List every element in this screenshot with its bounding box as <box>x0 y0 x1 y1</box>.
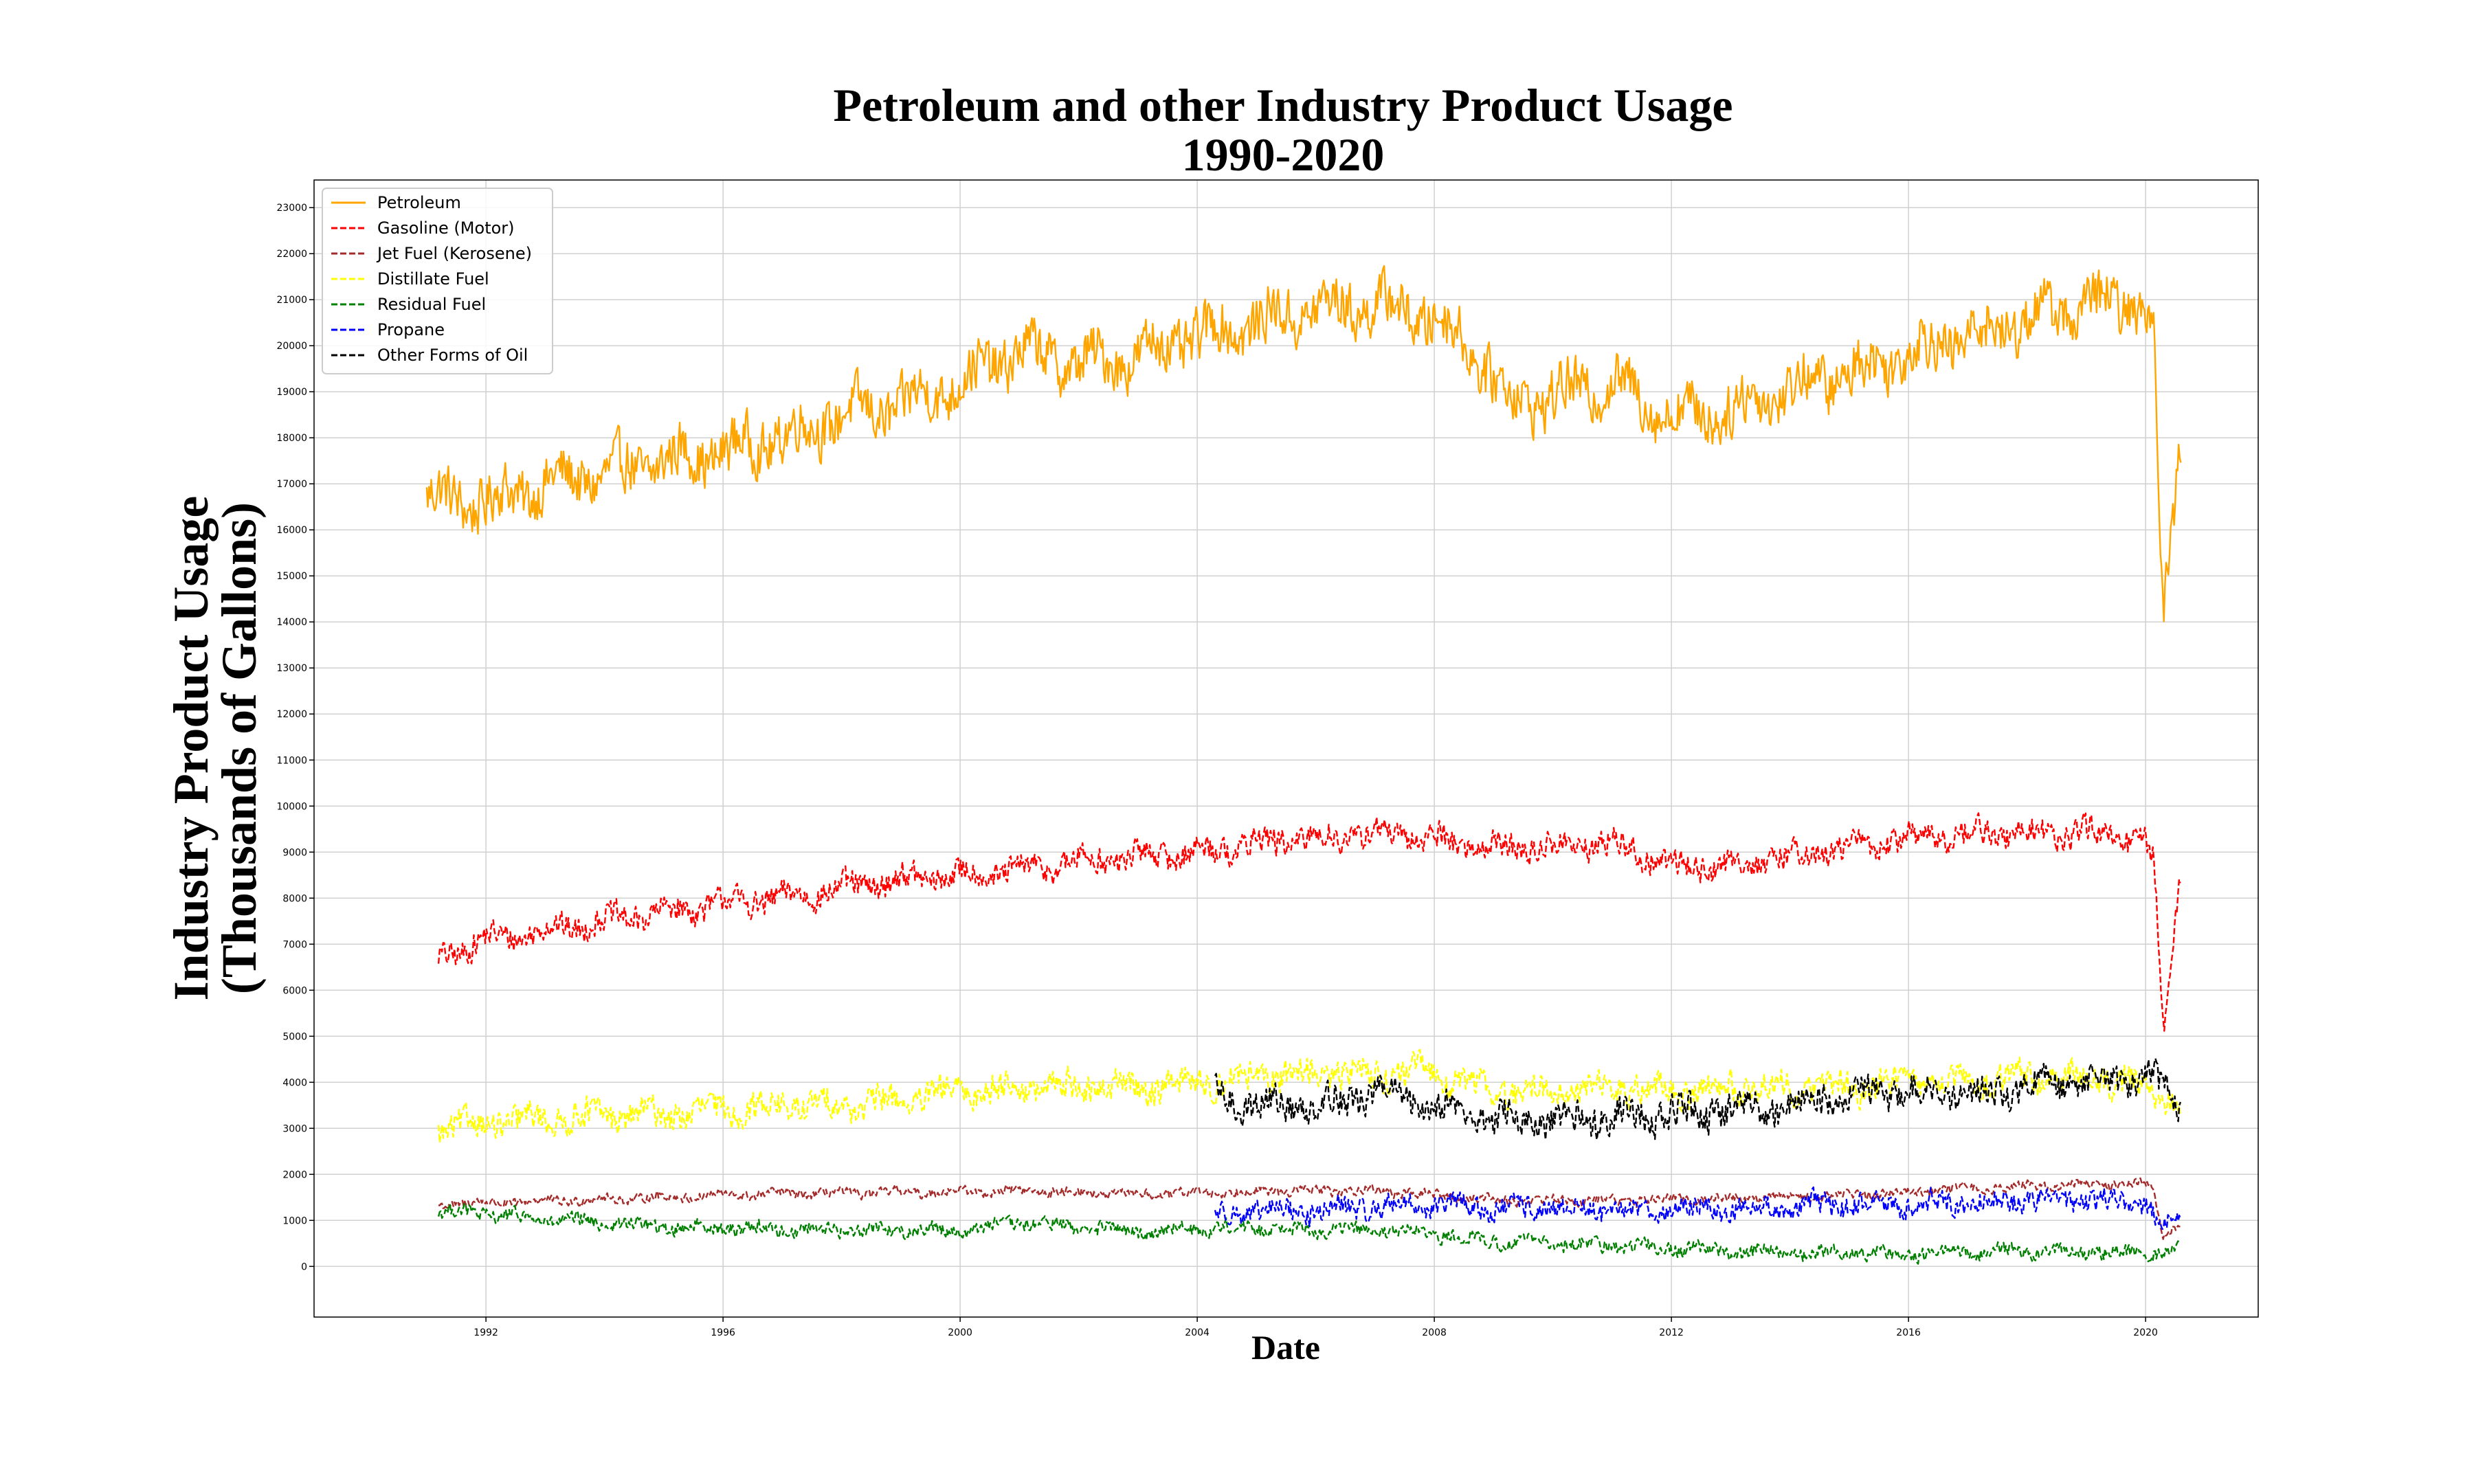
y-tick-label: 4000 <box>282 1077 307 1088</box>
y-tick-label: 18000 <box>276 433 307 444</box>
y-tick-label: 23000 <box>276 203 307 214</box>
x-tick-label: 2016 <box>1896 1327 1921 1338</box>
y-tick-label: 21000 <box>276 295 307 306</box>
plot-area-frame <box>313 179 2259 1318</box>
y-tick-label: 20000 <box>276 341 307 352</box>
x-tick-label: 2004 <box>1185 1327 1210 1338</box>
legend-label: Propane <box>377 320 445 339</box>
y-tick-label: 0 <box>301 1261 307 1272</box>
y-axis-ticks: 0 1000 2000 3000 4000 5000 6000 7000 8000 9000 100… <box>276 203 314 1272</box>
y-axis-label-line2: (Thousands of Gallons) <box>212 502 267 994</box>
y-tick-label: 14000 <box>276 617 307 628</box>
legend-label: Other Forms of Oil <box>377 346 528 365</box>
legend-label: Residual Fuel <box>377 295 486 314</box>
y-tick-label: 1000 <box>282 1215 307 1226</box>
grid-lines <box>314 180 2258 1317</box>
y-tick-label: 11000 <box>276 755 307 766</box>
y-tick-label: 10000 <box>276 801 307 812</box>
y-tick-label: 16000 <box>276 525 307 536</box>
y-tick-label: 2000 <box>282 1169 307 1180</box>
series-line-residual-fuel <box>437 1202 2181 1265</box>
y-tick-label: 5000 <box>282 1031 307 1042</box>
y-tick-label: 9000 <box>282 847 307 858</box>
legend-box <box>322 188 553 374</box>
legend: Petroleum Gasoline (Motor) Jet Fuel (Keros… <box>322 188 553 374</box>
chart-title-line1: Petroleum and other Industry Product Usa… <box>834 79 1733 131</box>
legend-label: Jet Fuel (Kerosene) <box>376 244 532 263</box>
y-tick-label: 22000 <box>276 249 307 260</box>
legend-label: Petroleum <box>377 193 461 212</box>
series-line-distillate-fuel <box>437 1048 2181 1144</box>
series-line-other-forms-of-oil <box>1214 1057 2182 1141</box>
y-tick-label: 13000 <box>276 663 307 674</box>
legend-label: Distillate Fuel <box>377 269 489 289</box>
x-axis-ticks: 1992 1996 2000 2004 2008 2012 2016 2020 <box>473 1317 2158 1338</box>
legend-label: Gasoline (Motor) <box>377 218 515 238</box>
y-tick-label: 19000 <box>276 387 307 398</box>
y-tick-label: 17000 <box>276 479 307 490</box>
series-line-petroleum <box>425 265 2182 622</box>
x-tick-label: 2008 <box>1422 1327 1447 1338</box>
y-tick-label: 6000 <box>282 985 307 996</box>
x-tick-label: 1992 <box>473 1327 498 1338</box>
x-tick-label: 2020 <box>2133 1327 2158 1338</box>
x-tick-label: 1996 <box>711 1327 735 1338</box>
chart-title: Petroleum and other Industry Product Usa… <box>834 79 1733 181</box>
y-tick-label: 3000 <box>282 1123 307 1134</box>
y-tick-label: 15000 <box>276 571 307 582</box>
y-tick-label: 7000 <box>282 939 307 950</box>
series-line-jet-fuel-kerosene <box>438 1177 2181 1240</box>
series-line-gasoline-motor <box>437 812 2181 1032</box>
chart-title-line2: 1990-2020 <box>1182 128 1385 181</box>
x-tick-label: 2012 <box>1659 1327 1684 1338</box>
y-tick-label: 12000 <box>276 709 307 720</box>
y-axis-label-line1: Industry Product Usage <box>164 496 219 1001</box>
x-axis-label: Date <box>1251 1328 1320 1367</box>
y-axis-label: Industry Product Usage (Thousands of Gal… <box>164 496 267 1001</box>
series-line-propane <box>1214 1186 2182 1230</box>
y-tick-label: 8000 <box>282 893 307 904</box>
series-lines <box>425 265 2182 1265</box>
x-tick-label: 2000 <box>948 1327 972 1338</box>
